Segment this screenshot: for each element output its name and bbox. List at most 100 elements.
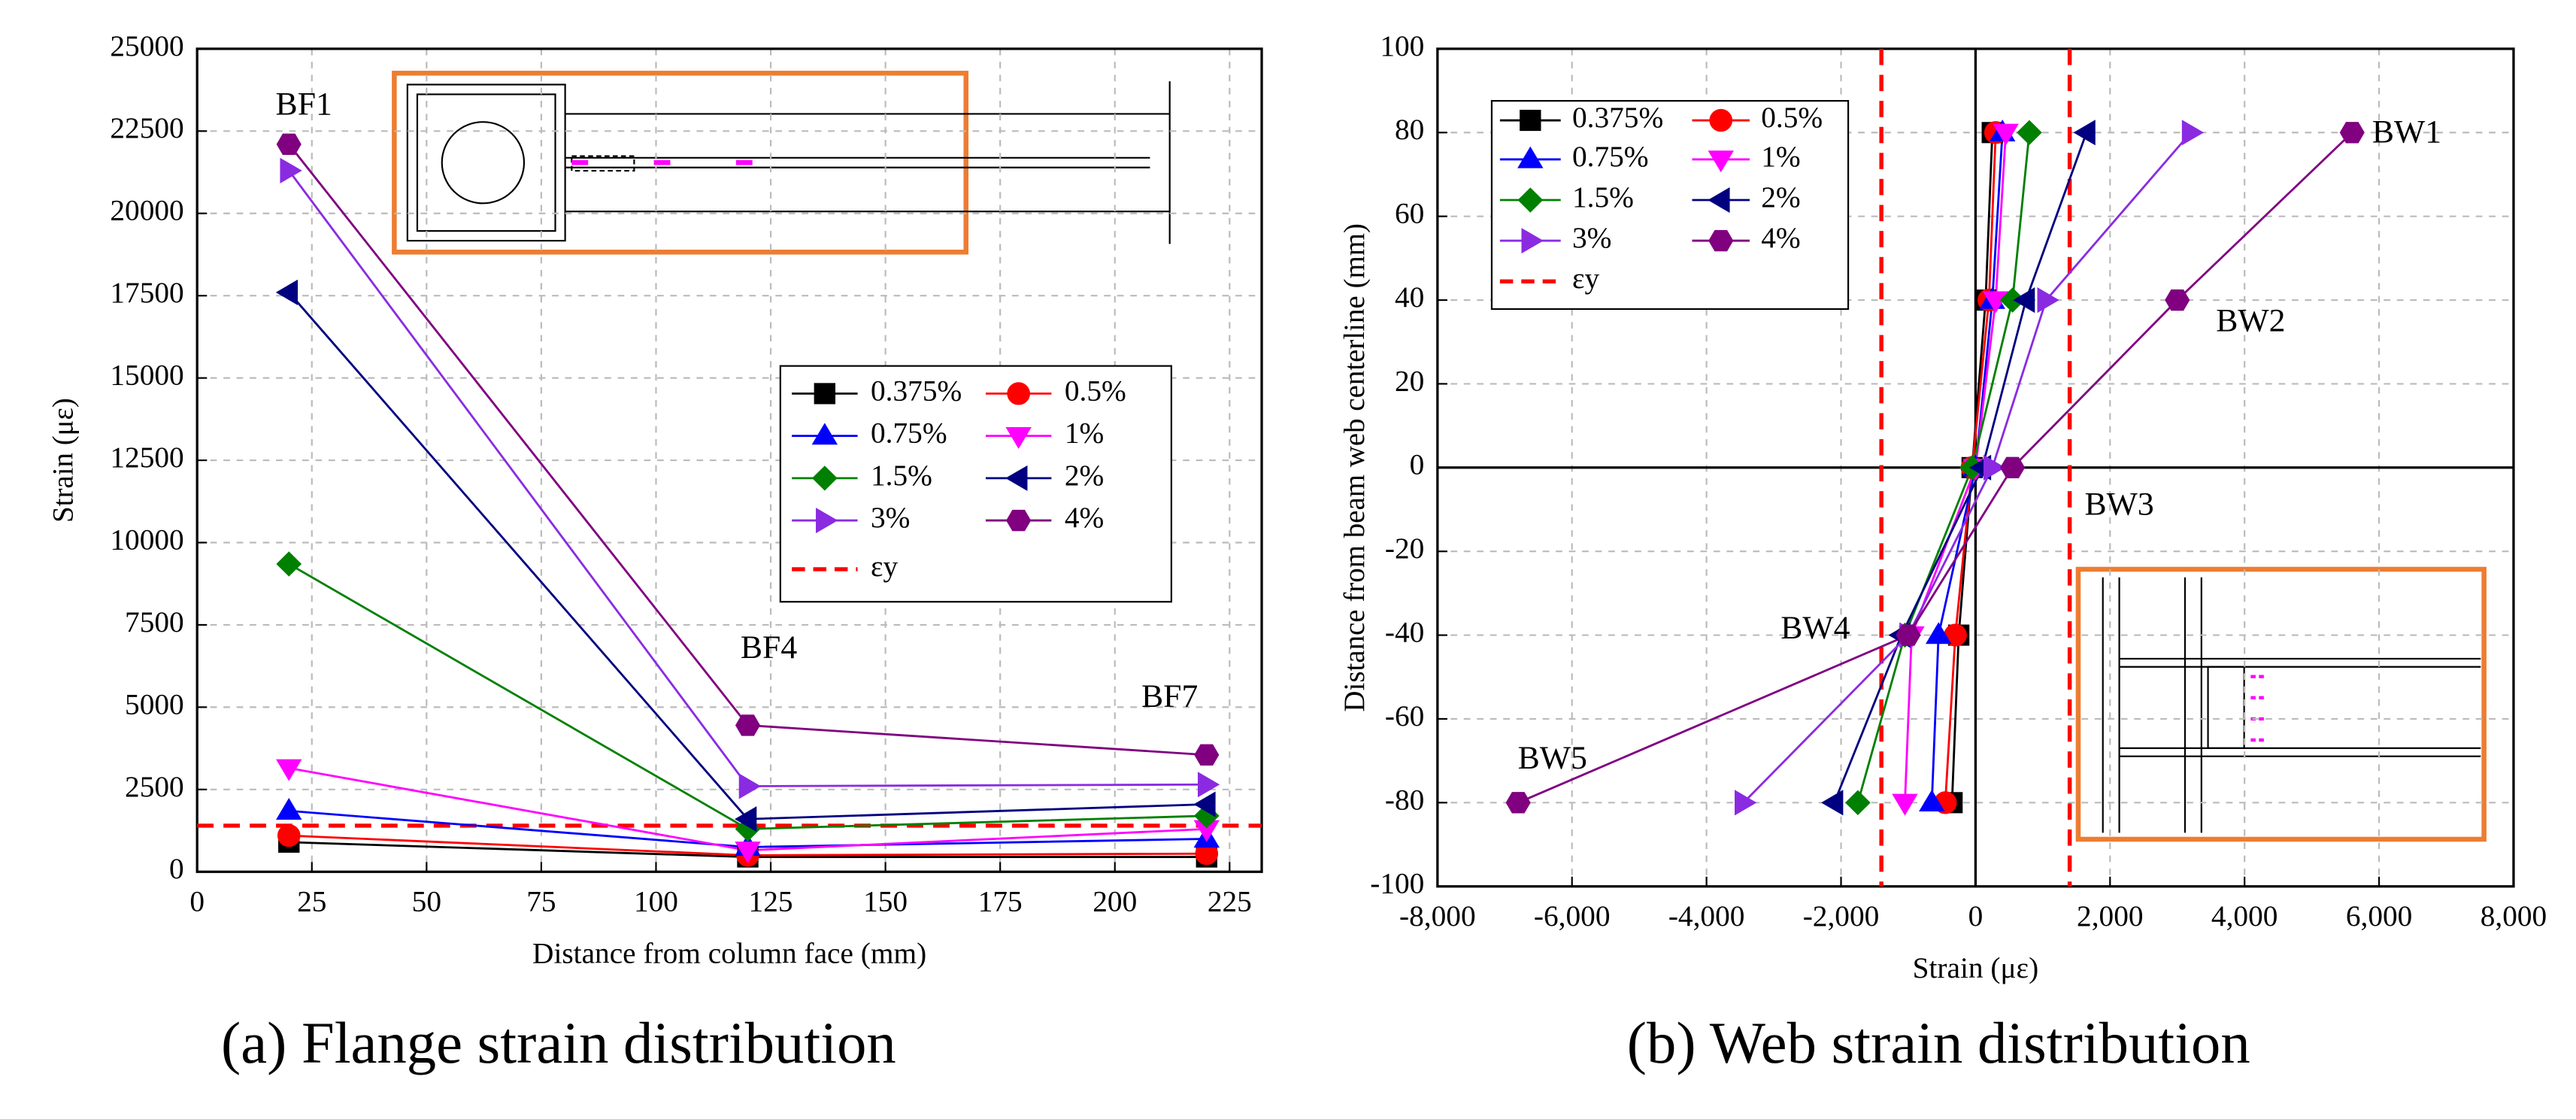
annotation: BW5: [1518, 740, 1587, 776]
legend-label: 0.75%: [1572, 141, 1649, 173]
annotation: BW1: [2372, 114, 2441, 150]
marker: [738, 773, 761, 799]
inset-flange: [392, 71, 1171, 255]
marker: [276, 759, 302, 781]
x-tick-label: 225: [1208, 886, 1252, 918]
legend-box: [1490, 100, 1850, 311]
marker: [1193, 791, 1216, 817]
marker: [735, 806, 757, 832]
legend-label: εy: [1572, 262, 1600, 295]
marker: [735, 714, 761, 736]
y-tick-label: -80: [1385, 784, 1424, 816]
legend-label: 2%: [1761, 181, 1800, 214]
y-tick-label: -60: [1385, 700, 1424, 732]
legend-marker: [812, 465, 838, 491]
y-tick-label: 7500: [125, 606, 184, 638]
marker: [1983, 454, 2006, 481]
chart: 0 2500 5000 7500 10000 12500 15000 17500 20000 22…: [47, 30, 1263, 1075]
legend-marker: [1709, 108, 1733, 132]
marker: [1735, 790, 1757, 816]
legend-marker: [1005, 426, 1032, 449]
x-tick-label: -8,000: [1399, 900, 1476, 933]
legend-label: 2%: [1065, 459, 1104, 492]
legend-label: 0.5%: [1065, 375, 1126, 408]
marker: [277, 823, 301, 848]
x-tick-label: -2,000: [1803, 900, 1880, 933]
marker: [275, 279, 299, 305]
x-tick-label: 150: [863, 886, 908, 918]
marker: [2000, 456, 2026, 478]
legend-label: 0.375%: [1572, 102, 1663, 134]
marker: [1892, 793, 1918, 816]
inset-web: [2075, 566, 2487, 842]
y-tick-label: -20: [1385, 532, 1424, 565]
caption: (a) Flange strain distribution: [221, 1010, 896, 1075]
legend-marker: [1520, 109, 1541, 132]
annotation: BW3: [2084, 487, 2153, 523]
marker: [2013, 287, 2035, 314]
annotation: BW2: [2216, 303, 2285, 339]
y-tick-label: 0: [1410, 449, 1425, 481]
y-tick-label: 80: [1395, 114, 1424, 146]
legend-marker: [814, 383, 836, 405]
x-tick-label: 2,000: [2077, 900, 2143, 933]
y-tick-label: -100: [1370, 868, 1424, 900]
legend-marker: [811, 423, 838, 445]
legend-label: 0.5%: [1761, 102, 1823, 134]
marker: [1845, 790, 1871, 816]
legend-marker: [1708, 150, 1734, 173]
marker: [2073, 120, 2096, 146]
x-tick-label: 100: [634, 886, 678, 918]
x-tick-label: 6,000: [2346, 900, 2412, 933]
x-tick-label: 4,000: [2211, 900, 2277, 933]
annotation: BF7: [1141, 678, 1198, 714]
legend-box: [779, 365, 1172, 603]
marker: [2165, 289, 2190, 311]
legend-marker: [1005, 465, 1028, 491]
legend-marker: [1517, 187, 1544, 213]
legend-label: 4%: [1065, 502, 1104, 534]
marker: [276, 551, 302, 577]
legend-marker: [1517, 146, 1544, 168]
y-axis-title: Strain (με): [47, 398, 79, 523]
marker: [1194, 744, 1220, 766]
annotation: BF4: [741, 629, 798, 666]
x-axis-title: Strain (με): [1913, 952, 2039, 984]
plot-frame: [195, 47, 1263, 873]
y-tick-label: 2500: [125, 771, 184, 803]
y-tick-label: 10000: [110, 524, 183, 556]
caption: (b) Web strain distribution: [1627, 1010, 2250, 1075]
marker: [1983, 291, 2009, 314]
x-tick-label: 75: [526, 886, 556, 918]
legend-label: 3%: [871, 502, 910, 534]
legend-label: 1.5%: [871, 459, 932, 492]
x-tick-label: -4,000: [1668, 900, 1745, 933]
chart: -100 -80 -60 -40 -20 0 20 40 60 80 100 -8,000 -6,000…: [1338, 30, 2547, 1075]
marker: [2017, 120, 2042, 145]
x-tick-label: -6,000: [1534, 900, 1611, 933]
legend-label: 0.375%: [871, 375, 962, 408]
y-tick-label: 20000: [110, 195, 183, 227]
x-tick-label: 0: [189, 886, 205, 918]
y-tick-label: 22500: [110, 112, 183, 144]
marker: [1926, 622, 1952, 644]
y-tick-label: 20: [1395, 365, 1424, 398]
marker: [1198, 772, 1220, 798]
x-axis-title: Distance from column face (mm): [532, 938, 926, 970]
legend-label: εy: [871, 550, 899, 583]
x-tick-label: 50: [412, 886, 441, 918]
marker: [1896, 624, 1921, 646]
marker: [2339, 122, 2365, 144]
marker: [1919, 790, 1945, 812]
legend-marker: [1708, 229, 1734, 252]
x-tick-label: 25: [297, 886, 326, 918]
legend-label: 4%: [1761, 222, 1800, 254]
y-tick-label: 12500: [110, 441, 183, 474]
y-tick-label: 15000: [110, 359, 183, 392]
marker: [1821, 790, 1844, 816]
marker: [735, 842, 761, 864]
legend-label: 1%: [1065, 417, 1104, 450]
annotation: BW4: [1780, 610, 1850, 646]
